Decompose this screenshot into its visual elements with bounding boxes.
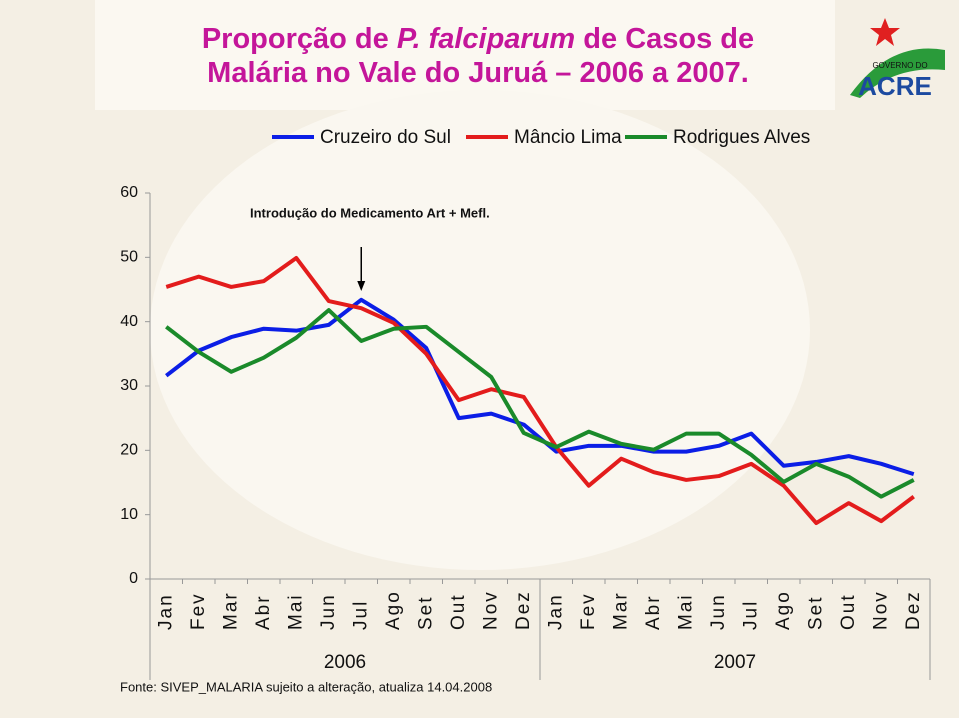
logo-top: GOVERNO DO: [872, 61, 927, 70]
year-label: 2007: [714, 652, 756, 673]
x-tick-label: Jan: [545, 593, 566, 630]
annotation: Introdução do Medicamento Art + Mefl.: [250, 205, 490, 220]
legend-label: Mâncio Lima: [514, 127, 622, 148]
y-tick-label: 20: [120, 442, 138, 459]
x-tick-label: Nov: [480, 590, 501, 630]
legend-label: Rodrigues Alves: [673, 127, 810, 148]
series-line: [165, 255, 915, 526]
x-tick-label: Set: [805, 595, 826, 630]
logo-name: ACRE: [858, 71, 932, 101]
x-tick-label: Ago: [773, 590, 794, 630]
x-tick-label: Out: [448, 593, 469, 630]
x-tick-label: Mar: [610, 591, 631, 630]
y-tick-label: 30: [120, 377, 138, 394]
x-tick-label: Mai: [285, 593, 306, 630]
x-tick-label: Jul: [740, 600, 761, 630]
x-tick-label: Dez: [513, 590, 534, 630]
x-tick-label: Jun: [318, 593, 339, 630]
x-tick-label: Mai: [675, 593, 696, 630]
x-tick-label: Nov: [870, 590, 891, 630]
x-tick-label: Fev: [188, 592, 209, 630]
x-tick-label: Ago: [383, 590, 404, 630]
year-label: 2006: [324, 652, 366, 673]
x-tick-label: Jun: [708, 593, 729, 630]
x-tick-label: Abr: [643, 594, 664, 630]
x-tick-label: Jan: [155, 593, 176, 630]
y-tick-label: 40: [120, 313, 138, 330]
legend-label: Cruzeiro do Sul: [320, 127, 451, 148]
logo-swoosh: [850, 48, 945, 98]
y-tick-label: 0: [129, 570, 138, 587]
title-part: Proporção de: [202, 23, 397, 55]
y-tick-label: 50: [120, 249, 138, 266]
chart-title: Proporção de P. falciparum de Casos de Ma…: [202, 23, 754, 89]
x-tick-label: Abr: [253, 594, 274, 630]
source: Fonte: SIVEP_MALARIA sujeito a alteração…: [120, 679, 492, 694]
y-tick-label: 60: [120, 184, 138, 201]
annotation-arrowhead: [357, 281, 366, 291]
logo: GOVERNO DO ACRE: [850, 18, 945, 101]
title-part: P. falciparum: [397, 23, 575, 55]
x-tick-label: Out: [838, 593, 859, 630]
title-part: Malária no Vale do Juruá – 2006 a 2007.: [207, 57, 749, 89]
x-tick-label: Jul: [350, 600, 371, 630]
x-tick-label: Fev: [578, 592, 599, 630]
title-part: de Casos de: [575, 23, 754, 55]
x-tick-label: Set: [415, 595, 436, 630]
series-line: [165, 308, 915, 499]
x-tick-label: Dez: [903, 590, 924, 630]
y-tick-label: 10: [120, 506, 138, 523]
background-shape: [150, 90, 810, 570]
x-tick-label: Mar: [220, 591, 241, 630]
logo-star: [870, 18, 900, 46]
